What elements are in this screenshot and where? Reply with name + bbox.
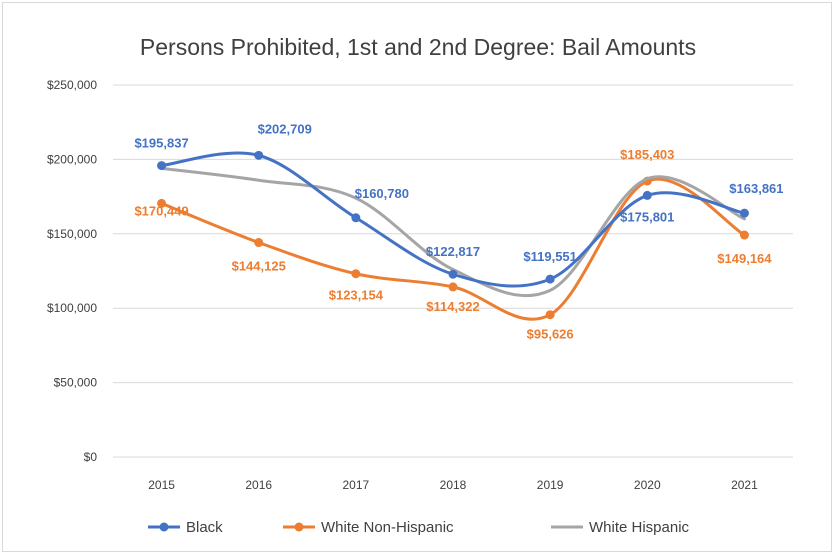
- data-point: [157, 198, 167, 208]
- chart-title: Persons Prohibited, 1st and 2nd Degree: …: [140, 34, 696, 60]
- data-label: $195,837: [134, 136, 188, 151]
- x-axis: 2015 2016 2017 2018 2019 2020 2021: [148, 478, 758, 492]
- data-point: [739, 230, 749, 240]
- gridlines: [113, 84, 793, 458]
- data-point: [351, 269, 361, 279]
- data-point: [545, 310, 555, 320]
- data-label: $122,817: [426, 244, 480, 259]
- data-labels: $195,837 $202,709 $160,780 $122,817 $119,551…: [134, 121, 783, 341]
- x-tick-label: 2017: [343, 478, 370, 492]
- data-point: [545, 274, 555, 284]
- legend-label-white-non-hispanic: White Non-Hispanic: [321, 519, 454, 536]
- data-point: [739, 208, 749, 218]
- data-label: $144,125: [232, 259, 286, 274]
- y-tick-label: $250,000: [47, 78, 97, 92]
- legend-marker: [159, 522, 169, 532]
- data-label: $185,403: [620, 147, 674, 162]
- y-tick-label: $100,000: [47, 301, 97, 315]
- legend-label-white-hispanic: White Hispanic: [589, 519, 690, 536]
- x-tick-label: 2018: [440, 478, 467, 492]
- data-point: [351, 213, 361, 223]
- x-tick-label: 2015: [148, 478, 175, 492]
- data-label: $202,709: [258, 121, 312, 136]
- x-tick-label: 2016: [245, 478, 272, 492]
- data-point: [448, 282, 458, 292]
- data-label: $149,164: [717, 251, 772, 266]
- y-axis: $0 $50,000 $100,000 $150,000 $200,000 $250,00…: [47, 78, 97, 464]
- data-label: $160,780: [355, 186, 409, 201]
- legend-label-black: Black: [186, 519, 223, 536]
- data-point: [157, 161, 167, 171]
- y-tick-label: $150,000: [47, 227, 97, 241]
- data-point: [254, 150, 264, 160]
- data-label: $170,449: [134, 203, 188, 218]
- data-label: $114,322: [426, 299, 480, 314]
- y-tick-label: $200,000: [47, 152, 97, 166]
- series-line-white-hispanic: [160, 166, 746, 298]
- data-point: [254, 238, 264, 248]
- data-point: [642, 190, 652, 200]
- x-tick-label: 2021: [731, 478, 758, 492]
- data-label: $175,801: [620, 209, 674, 224]
- data-label: $119,551: [523, 249, 577, 264]
- line-chart: Persons Prohibited, 1st and 2nd Degree: …: [47, 34, 793, 536]
- data-point: [448, 269, 458, 279]
- y-tick-label: $0: [84, 450, 98, 464]
- x-tick-label: 2020: [634, 478, 661, 492]
- y-tick-label: $50,000: [54, 376, 98, 390]
- legend: Black White Non-Hispanic White Hispanic: [148, 519, 690, 536]
- data-label: $163,861: [729, 181, 783, 196]
- data-label: $123,154: [329, 288, 384, 303]
- data-label: $95,626: [527, 327, 574, 342]
- x-tick-label: 2019: [537, 478, 564, 492]
- legend-marker: [294, 522, 304, 532]
- series-lines: [157, 150, 749, 321]
